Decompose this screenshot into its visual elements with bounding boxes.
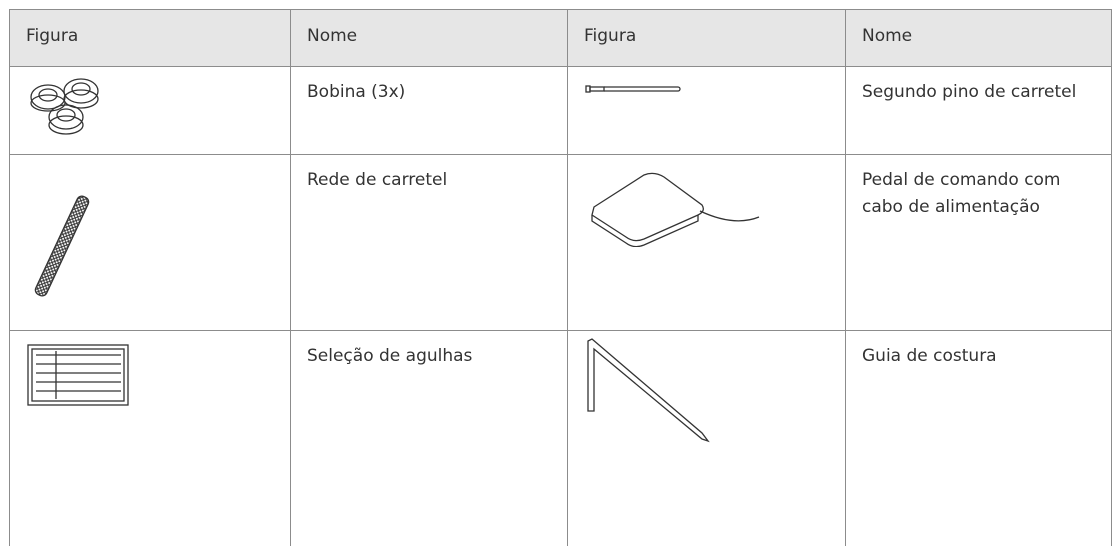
row: Rede de carretel Pedal de comando com ca… <box>9 154 1112 331</box>
spool-net-icon <box>34 195 90 297</box>
accessories-table: Figura Nome Figura Nome Bobina (3x) Segu… <box>9 9 1112 546</box>
needle-set-icon <box>27 344 129 406</box>
name-cell: Seleção de agulhas <box>290 330 568 546</box>
image-cell <box>9 66 291 155</box>
foot-pedal-icon <box>591 172 760 247</box>
name-cell: Rede de carretel <box>290 154 568 331</box>
header-cell: Nome <box>290 9 568 67</box>
row: Bobina (3x) Segundo pino de carretel <box>9 66 1112 155</box>
name-cell: Bobina (3x) <box>290 66 568 155</box>
header-cell: Figura <box>567 9 846 67</box>
spool-pin-icon <box>585 85 681 93</box>
image-cell <box>9 330 291 546</box>
name-cell: Guia de costura <box>845 330 1112 546</box>
name-cell: Segundo pino de carretel <box>845 66 1112 155</box>
header-row: Figura Nome Figura Nome <box>9 9 1112 67</box>
image-cell <box>567 330 846 546</box>
seam-guide-icon <box>587 338 710 443</box>
image-cell <box>567 154 846 331</box>
image-cell <box>9 154 291 331</box>
image-cell <box>567 66 846 155</box>
bobbin-icon <box>30 78 99 135</box>
row: Seleção de agulhas Guia de costura <box>9 330 1112 546</box>
header-cell: Figura <box>9 9 291 67</box>
name-cell: Pedal de comando com cabo de alimentação <box>845 154 1112 331</box>
header-cell: Nome <box>845 9 1112 67</box>
